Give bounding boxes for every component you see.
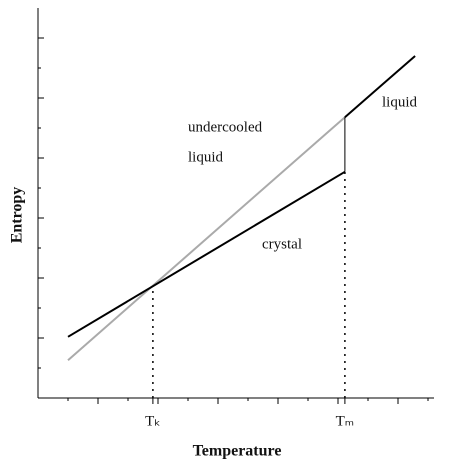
line — [344, 55, 416, 118]
line — [67, 170, 346, 338]
y-axis-label: Entropy — [9, 187, 26, 244]
x-tick-label: Tₘ — [336, 413, 355, 429]
annotation: liquid — [188, 149, 224, 165]
x-tick-label: Tₖ — [145, 413, 161, 429]
annotation: liquid — [382, 94, 418, 110]
x-axis-label: Temperature — [193, 443, 282, 460]
annotation: crystal — [262, 236, 302, 252]
line — [67, 116, 346, 361]
annotation: undercooled — [188, 119, 263, 135]
